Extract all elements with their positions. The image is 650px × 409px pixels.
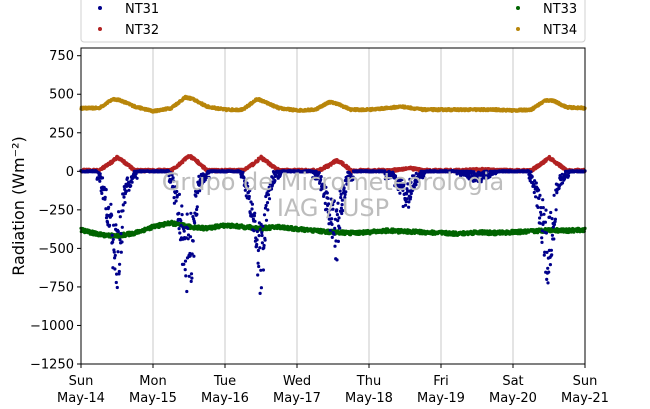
series-NT34	[79, 94, 587, 114]
data-point-NT31	[172, 196, 176, 200]
data-point-NT31	[187, 274, 191, 278]
data-points	[79, 94, 587, 295]
data-point-NT31	[115, 285, 119, 290]
data-point-NT31	[117, 269, 121, 274]
data-point-NT31	[100, 191, 104, 195]
data-point-NT31	[179, 219, 183, 223]
data-point-NT31	[192, 254, 196, 258]
data-point-NT31	[189, 279, 193, 283]
data-point-NT31	[120, 240, 124, 244]
data-point-NT31	[120, 225, 124, 229]
data-point-NT31	[189, 211, 193, 215]
data-point-NT31	[195, 205, 199, 209]
data-point-NT31	[112, 250, 116, 254]
data-point-NT31	[174, 199, 178, 203]
data-point-NT31	[114, 223, 118, 227]
data-point-NT31	[98, 172, 102, 176]
data-point-NT31	[129, 184, 133, 188]
data-point-NT31	[193, 221, 197, 225]
data-point-NT31	[178, 231, 182, 235]
data-point-NT31	[184, 274, 188, 278]
data-point-NT31	[108, 223, 112, 227]
data-point-NT31	[125, 176, 129, 180]
data-point-NT31	[116, 250, 120, 254]
data-point-NT31	[180, 213, 184, 217]
data-point-NT31	[113, 253, 117, 257]
data-point-NT31	[177, 227, 181, 231]
data-point-NT31	[127, 188, 131, 192]
data-point-NT31	[104, 188, 108, 192]
data-point-NT31	[195, 212, 199, 216]
data-point-NT31	[191, 239, 195, 243]
data-point-NT31	[123, 201, 127, 205]
data-point-NT31	[113, 267, 117, 271]
data-point-NT31	[118, 262, 122, 266]
data-point-NT31	[98, 179, 102, 183]
data-point-NT31	[180, 204, 184, 208]
data-point-NT31	[114, 280, 118, 285]
data-point-NT31	[177, 211, 181, 215]
data-point-NT31	[130, 180, 134, 184]
data-point-NT31	[185, 212, 189, 216]
data-point-NT31	[186, 226, 190, 230]
grid-lines	[152, 48, 514, 364]
data-point-NT31	[121, 209, 125, 213]
data-point-NT31	[183, 268, 187, 272]
data-point-NT31	[111, 237, 115, 241]
data-point-NT31	[103, 195, 107, 199]
data-point-NT31	[189, 272, 194, 276]
data-point-NT31	[122, 195, 126, 199]
data-point-NT31	[182, 229, 186, 233]
data-point-NT31	[182, 262, 186, 266]
data-point-NT31	[110, 213, 114, 217]
data-point-NT31	[109, 202, 113, 206]
data-point-NT31	[190, 276, 194, 280]
data-point-NT31	[183, 259, 188, 263]
data-point-NT31	[119, 250, 123, 254]
data-point-NT31	[118, 215, 122, 219]
data-point-NT31	[100, 176, 105, 180]
data-point-NT31	[119, 232, 123, 236]
data-point-NT31	[110, 233, 114, 237]
data-point-NT31	[135, 176, 139, 180]
data-point-NT31	[107, 205, 111, 209]
data-point-NT31	[116, 229, 120, 234]
series-NT33	[79, 219, 587, 240]
data-point-NT31	[111, 240, 115, 244]
data-point-NT31	[188, 235, 193, 239]
data-point-NT31	[117, 210, 121, 214]
data-point-NT31	[185, 289, 189, 294]
